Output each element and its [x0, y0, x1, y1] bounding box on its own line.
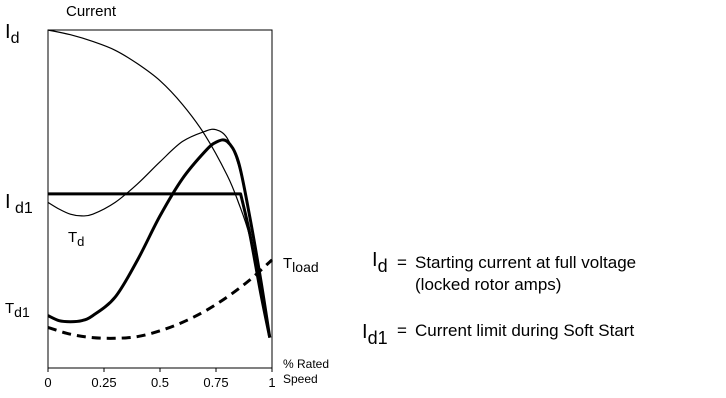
- series-line-Tload_curve: [47, 258, 274, 340]
- label-tload-main: T: [283, 255, 293, 272]
- series-line-Td1_curve: [47, 138, 272, 338]
- x-tick-label: 0.5: [150, 375, 170, 390]
- series-group: [47, 29, 274, 340]
- legend-id-text2: (locked rotor amps): [415, 275, 562, 294]
- x-tick-label: 1: [268, 375, 276, 390]
- label-id-sub: d: [10, 30, 20, 47]
- label-tload-sub: load: [292, 259, 319, 275]
- legend-id-sub: d: [377, 256, 388, 276]
- legend-id1-main: I: [362, 321, 368, 343]
- x-tick-label: 0: [44, 375, 52, 390]
- legend-id1-text: Current limit during Soft Start: [415, 321, 635, 340]
- legend-id-main: I: [372, 249, 378, 271]
- legend-id-eq: =: [397, 253, 407, 272]
- x-tick-label: 0.25: [91, 375, 117, 390]
- x-axis-title-line2: Speed: [283, 372, 318, 386]
- label-td1: Td1: [5, 300, 30, 320]
- legend-id1-sub: d1: [367, 328, 388, 348]
- label-td: Td: [68, 229, 85, 249]
- label-id1: I d1: [5, 191, 33, 217]
- x-ticks: [47, 368, 273, 372]
- label-id-main: I: [5, 21, 11, 43]
- label-td1-main: T: [5, 300, 15, 317]
- label-id: Id: [5, 21, 19, 47]
- label-id1-sub: d1: [15, 200, 33, 217]
- legend-id-text: Starting current at full voltage: [415, 253, 637, 272]
- label-id1-main: I: [5, 191, 11, 213]
- label-td1-sub: d1: [14, 304, 30, 320]
- label-td-sub: d: [77, 234, 85, 249]
- legend-id-symbol: Id: [372, 249, 388, 275]
- legend-id1-eq: =: [397, 321, 407, 340]
- x-axis-title-line1: % Rated: [283, 357, 330, 371]
- label-td-main: T: [68, 229, 78, 246]
- y-axis-title: Current: [66, 3, 117, 20]
- label-tload: Tload: [283, 255, 319, 275]
- legend-id1-symbol: Id1: [362, 321, 388, 347]
- x-tick-label: 0.75: [203, 375, 229, 390]
